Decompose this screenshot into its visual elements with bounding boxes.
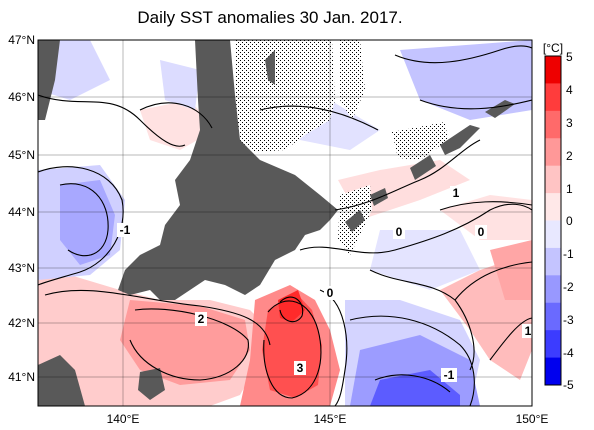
map-title: Daily SST anomalies 30 Jan. 2017. <box>137 8 403 27</box>
lon-label: 150°E <box>516 412 549 426</box>
lat-label: 41°N <box>8 370 35 384</box>
colorbar-cell <box>545 275 561 304</box>
colorbar-tick: -5 <box>563 378 574 392</box>
colorbar-tick: -4 <box>563 346 574 360</box>
lat-label: 45°N <box>8 148 35 162</box>
lon-label: 145°E <box>314 412 347 426</box>
lat-label: 42°N <box>8 316 35 330</box>
colorbar-cell <box>545 83 561 112</box>
contour-label: 0 <box>396 225 403 239</box>
contour-label: 2 <box>198 312 205 326</box>
lat-label: 46°N <box>8 90 35 104</box>
colorbar-tick-labels: 5 4 3 2 1 0 -1 -2 -3 -4 -5 <box>563 50 574 392</box>
colorbar-tick: -3 <box>563 313 574 327</box>
colorbar-cell <box>545 110 561 139</box>
longitude-labels: 140°E 145°E 150°E <box>107 412 549 426</box>
land-areas <box>38 40 515 406</box>
lat-label: 47°N <box>8 33 35 47</box>
map-field: -1 0 1 0 0 2 3 -1 1 <box>38 40 532 406</box>
contour-label: 0 <box>478 225 485 239</box>
colorbar-tick: 5 <box>566 50 573 64</box>
colorbar-tick: 1 <box>566 182 573 196</box>
colorbar-tick: -2 <box>563 280 574 294</box>
colorbar-cells <box>545 56 561 386</box>
contour-label: 1 <box>453 186 460 200</box>
contour-label: -1 <box>444 368 455 382</box>
map-grid <box>38 40 532 406</box>
colorbar-unit: [°C] <box>543 41 563 55</box>
colorbar-cell <box>545 302 561 331</box>
colorbar-cell <box>545 138 561 167</box>
lon-label: 140°E <box>107 412 140 426</box>
colorbar-tick: 4 <box>566 83 573 97</box>
contour-label: 1 <box>525 324 532 338</box>
colorbar-tick: -1 <box>563 247 574 261</box>
latitude-labels: 47°N 46°N 45°N 44°N 43°N 42°N 41°N <box>8 33 35 384</box>
colorbar-cell <box>545 56 561 84</box>
sea-ice-area <box>235 40 448 255</box>
colorbar-cell <box>545 357 561 386</box>
colorbar-frame <box>544 55 562 386</box>
colorbar-cell <box>545 165 561 194</box>
colorbar-cell <box>545 330 561 359</box>
contour-label: 0 <box>327 286 334 300</box>
contour-label: -1 <box>120 223 131 237</box>
colorbar: [°C] 5 4 3 2 1 0 -1 -2 -3 -4 -5 <box>543 41 574 392</box>
lat-label: 43°N <box>8 261 35 275</box>
colorbar-tick: 0 <box>566 214 573 228</box>
contour-label: 3 <box>297 361 304 375</box>
contour-label-group: -1 0 1 0 0 2 3 -1 1 <box>117 186 532 382</box>
lat-label: 44°N <box>8 205 35 219</box>
colorbar-cell <box>545 220 561 249</box>
colorbar-cell <box>545 193 561 221</box>
colorbar-tick: 2 <box>566 149 573 163</box>
colorbar-tick: 3 <box>566 116 573 130</box>
map-frame <box>37 39 533 407</box>
colorbar-cell <box>545 247 561 276</box>
